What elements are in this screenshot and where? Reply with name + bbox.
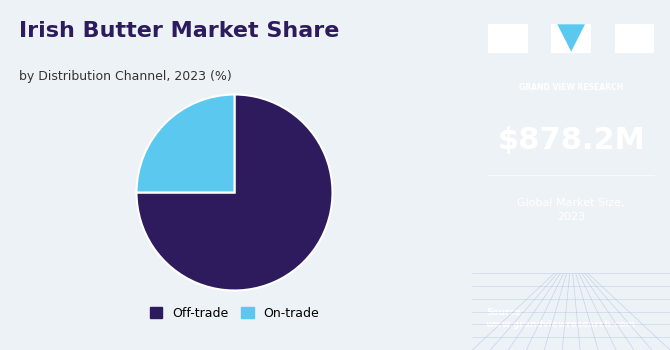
Text: GRAND VIEW RESEARCH: GRAND VIEW RESEARCH bbox=[519, 83, 623, 92]
Bar bbox=[488, 24, 528, 54]
Text: Global Market Size,
2023: Global Market Size, 2023 bbox=[517, 198, 625, 222]
Text: by Distribution Channel, 2023 (%): by Distribution Channel, 2023 (%) bbox=[19, 70, 232, 83]
Polygon shape bbox=[557, 24, 585, 51]
Text: Irish Butter Market Share: Irish Butter Market Share bbox=[19, 21, 339, 41]
Wedge shape bbox=[137, 94, 234, 192]
Bar bbox=[551, 24, 591, 54]
Wedge shape bbox=[137, 94, 332, 290]
Legend: Off-trade, On-trade: Off-trade, On-trade bbox=[143, 300, 326, 326]
Text: $878.2M: $878.2M bbox=[497, 126, 645, 154]
Text: Source:
www.grandviewresearch.com: Source: www.grandviewresearch.com bbox=[486, 308, 636, 329]
Bar bbox=[614, 24, 654, 54]
